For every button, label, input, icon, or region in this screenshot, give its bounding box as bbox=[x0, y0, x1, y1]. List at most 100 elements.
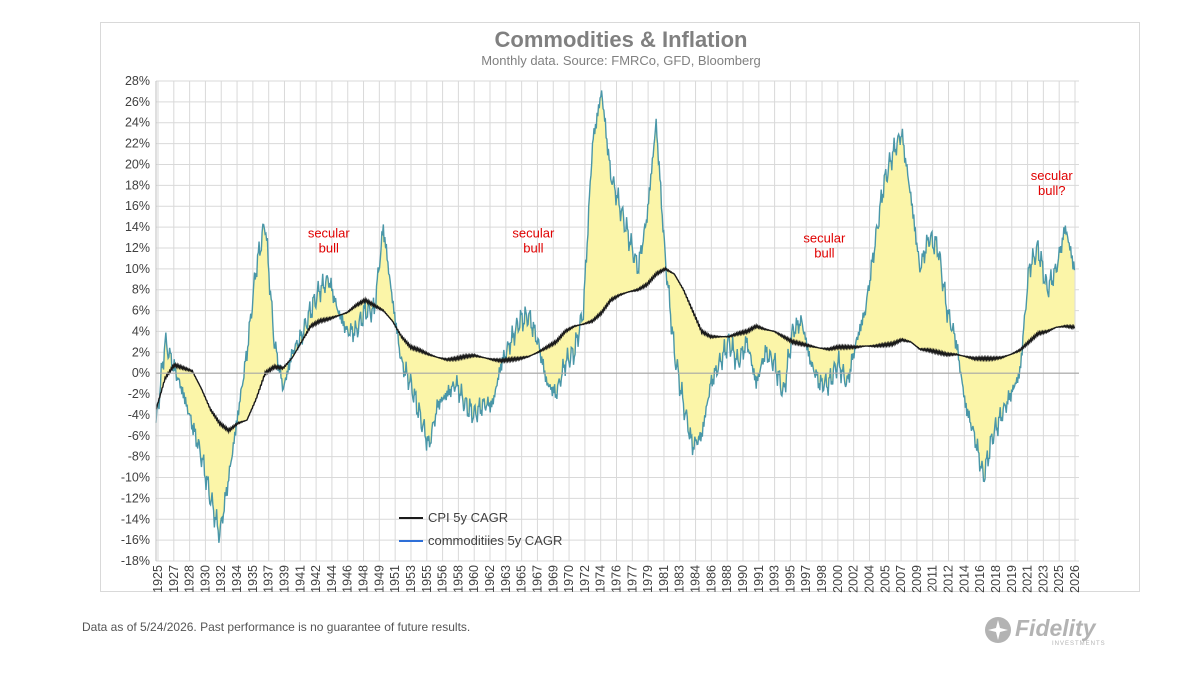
x-tick-label: 2011 bbox=[926, 565, 940, 592]
x-tick-label: 1995 bbox=[783, 565, 797, 593]
x-tick-label: 1956 bbox=[436, 565, 450, 593]
y-tick-label: 20% bbox=[125, 157, 150, 171]
x-tick-label: 1969 bbox=[546, 565, 560, 593]
x-tick-label: 1958 bbox=[451, 565, 465, 593]
footnote: Data as of 5/24/2026. Past performance i… bbox=[82, 620, 471, 634]
x-tick-label: 1965 bbox=[515, 565, 529, 593]
x-tick-label: 2004 bbox=[862, 565, 876, 593]
y-tick-label: 0% bbox=[132, 366, 150, 380]
legend-label-commodities: commoditiies 5y CAGR bbox=[428, 533, 562, 548]
x-tick-label: 1991 bbox=[752, 565, 766, 593]
legend-label-cpi: CPI 5y CAGR bbox=[428, 510, 508, 525]
annotation-label: secular bbox=[512, 226, 555, 241]
y-tick-label: 16% bbox=[125, 199, 150, 213]
x-tick-label: 1988 bbox=[720, 565, 734, 593]
fidelity-logo-icon bbox=[985, 617, 1011, 643]
x-tick-label: 2014 bbox=[957, 565, 971, 593]
x-tick-label: 1997 bbox=[799, 565, 813, 593]
y-tick-label: 18% bbox=[125, 178, 150, 192]
x-tick-label: 1925 bbox=[151, 565, 165, 593]
x-tick-label: 1963 bbox=[499, 565, 513, 593]
x-tick-label: 2005 bbox=[878, 565, 892, 593]
y-tick-label: 4% bbox=[132, 324, 150, 338]
y-tick-label: 10% bbox=[125, 262, 150, 276]
y-tick-label: 22% bbox=[125, 137, 150, 151]
x-tick-label: 1974 bbox=[594, 565, 608, 593]
annotation-label: bull bbox=[814, 246, 834, 261]
y-tick-label: -4% bbox=[128, 408, 150, 422]
x-tick-label: 2023 bbox=[1036, 565, 1050, 593]
fidelity-logo: Fidelity INVESTMENTS bbox=[985, 615, 1106, 647]
x-tick-label: 1979 bbox=[641, 565, 655, 593]
x-tick-label: 2019 bbox=[1005, 565, 1019, 593]
x-tick-label: 1976 bbox=[610, 565, 624, 593]
x-tick-label: 1967 bbox=[530, 565, 544, 593]
x-tick-label: 2016 bbox=[973, 565, 987, 593]
y-tick-label: 6% bbox=[132, 304, 150, 318]
series-line-cpi bbox=[155, 266, 1076, 435]
x-tick-label: 1932 bbox=[214, 565, 228, 593]
y-tick-label: -18% bbox=[121, 554, 150, 568]
annotation-label: bull? bbox=[1038, 183, 1065, 198]
x-tick-label: 1937 bbox=[262, 565, 276, 593]
chart-frame: Commodities & Inflation Monthly data. So… bbox=[100, 22, 1140, 593]
x-tick-label: 1998 bbox=[815, 565, 829, 593]
x-tick-label: 1935 bbox=[246, 565, 260, 593]
annotation-label: bull bbox=[523, 241, 543, 256]
y-tick-label: -8% bbox=[128, 450, 150, 464]
x-tick-label: 1955 bbox=[420, 565, 434, 593]
fill-between bbox=[156, 90, 1075, 543]
x-tick-label: 2012 bbox=[942, 565, 956, 593]
x-tick-label: 1934 bbox=[230, 565, 244, 593]
annotation-label: bull bbox=[319, 241, 339, 256]
y-tick-label: 2% bbox=[132, 345, 150, 359]
x-tick-label: 1930 bbox=[198, 565, 212, 593]
annotation-label: secular bbox=[308, 226, 351, 241]
x-tick-label: 1951 bbox=[388, 565, 402, 593]
x-tick-label: 1981 bbox=[657, 565, 671, 593]
y-tick-label: 28% bbox=[125, 74, 150, 88]
y-tick-label: 24% bbox=[125, 116, 150, 130]
x-tick-label: 1960 bbox=[467, 565, 481, 593]
x-tick-label: 1927 bbox=[167, 565, 181, 593]
y-tick-label: -10% bbox=[121, 471, 150, 485]
chart-title: Commodities & Inflation bbox=[495, 27, 748, 52]
x-tick-label: 1949 bbox=[372, 565, 386, 593]
x-tick-label: 1977 bbox=[625, 565, 639, 593]
y-tick-label: 8% bbox=[132, 283, 150, 297]
axes: 28% 26% 24% 22% 20% 18% 16% 14% 12% 10% 8% 6% 4% 2% 0%… bbox=[121, 74, 1082, 593]
x-tick-label: 1946 bbox=[341, 565, 355, 593]
x-tick-label: 2002 bbox=[847, 565, 861, 593]
x-tick-label: 2018 bbox=[989, 565, 1003, 593]
y-tick-label: -16% bbox=[121, 533, 150, 547]
x-tick-label: 2026 bbox=[1068, 565, 1082, 593]
legend: CPI 5y CAGR commoditiies 5y CAGR bbox=[399, 510, 562, 548]
x-tick-label: 1993 bbox=[768, 565, 782, 593]
x-tick-label: 1984 bbox=[689, 565, 703, 593]
x-tick-label: 1948 bbox=[357, 565, 371, 593]
svg-text:Fidelity: Fidelity bbox=[1015, 615, 1097, 641]
y-tick-label: -14% bbox=[121, 512, 150, 526]
series-lines bbox=[155, 90, 1076, 543]
x-tick-label: 2025 bbox=[1052, 565, 1066, 593]
x-tick-label: 1962 bbox=[483, 565, 497, 593]
x-tick-label: 1942 bbox=[309, 565, 323, 593]
x-tick-label: 2021 bbox=[1021, 565, 1035, 593]
x-tick-label: 2000 bbox=[831, 565, 845, 593]
x-tick-label: 1939 bbox=[277, 565, 291, 593]
chart-subtitle: Monthly data. Source: FMRCo, GFD, Bloomb… bbox=[481, 53, 761, 68]
x-tick-label: 1928 bbox=[183, 565, 197, 593]
svg-text:INVESTMENTS: INVESTMENTS bbox=[1052, 641, 1106, 647]
annotation-label: secular bbox=[803, 231, 846, 246]
x-tick-label: 1983 bbox=[673, 565, 687, 593]
x-tick-label: 1953 bbox=[404, 565, 418, 593]
x-tick-label: 1990 bbox=[736, 565, 750, 593]
x-tick-label: 1972 bbox=[578, 565, 592, 593]
y-tick-label: 14% bbox=[125, 220, 150, 234]
chart-svg: Commodities & Inflation Monthly data. So… bbox=[121, 27, 1082, 593]
x-tick-label: 2007 bbox=[894, 565, 908, 593]
series-line-commodities bbox=[155, 90, 1076, 543]
y-tick-label: 12% bbox=[125, 241, 150, 255]
y-tick-label: 26% bbox=[125, 95, 150, 109]
x-tick-label: 2009 bbox=[910, 565, 924, 593]
